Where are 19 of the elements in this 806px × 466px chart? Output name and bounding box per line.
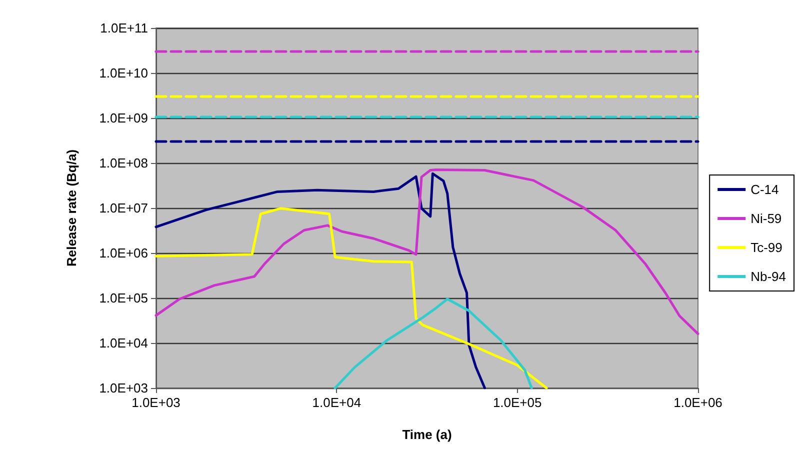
x-tick-label: 1.0E+03 [132,395,180,410]
y-tick-label: 1.0E+09 [99,110,148,126]
y-tick-label: 1.0E+03 [99,380,148,396]
x-tick-label: 1.0E+05 [492,395,542,410]
x-tick-label: 1.0E+06 [674,395,722,410]
legend-label: Nb-94 [750,269,786,284]
x-axis-title: Time (a) [402,427,452,442]
y-tick-label: 1.0E+11 [100,20,148,36]
legend-label: Tc-99 [750,240,782,255]
y-tick-label: 1.0E+05 [99,290,148,306]
y-tick-label: 1.0E+07 [99,200,148,216]
y-axis-title: Release rate (Bq/a) [64,149,79,267]
y-tick-label: 1.0E+10 [99,66,148,80]
legend-label: Ni-59 [750,211,782,226]
y-tick-label: 1.0E+04 [99,336,148,350]
y-tick-label: 1.0E+06 [99,246,148,260]
legend-label: C-14 [750,182,779,197]
y-tick-label: 1.0E+08 [99,156,148,170]
x-tick-label: 1.0E+04 [312,395,362,410]
